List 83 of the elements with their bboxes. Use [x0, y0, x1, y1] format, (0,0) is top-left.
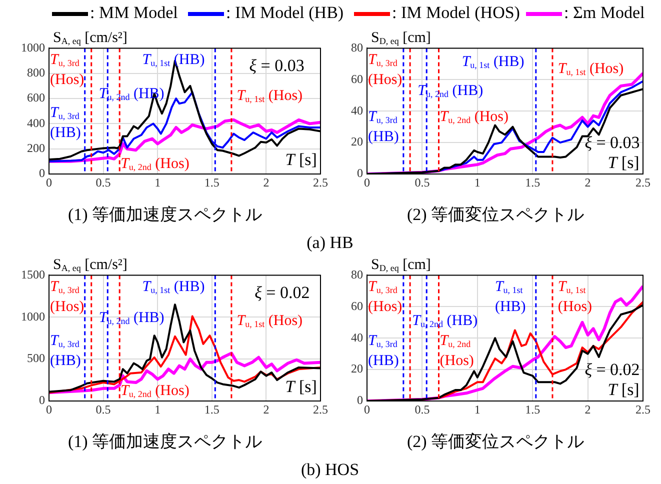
- x-axis-title: T [s]: [285, 150, 317, 170]
- legend-label: : MM Model: [90, 3, 178, 22]
- x-axis-title: T [s]: [285, 377, 317, 396]
- x-tick-label: 1: [154, 402, 161, 416]
- y-tick-label: 1500: [21, 267, 45, 282]
- x-tick-label: 1.5: [525, 175, 540, 190]
- y-tick-label: 500: [27, 351, 45, 366]
- ref-line-label: T$_{u, 3rd}$ (HB): [368, 333, 400, 370]
- y-tick-label: 60: [351, 72, 363, 86]
- ref-line-label: T$_{u, 3rd}$ (Hos): [368, 52, 402, 88]
- y-tick-label: 60: [351, 298, 363, 313]
- y-tick-label: 200: [27, 140, 45, 155]
- y-tick-label: 40: [351, 330, 363, 344]
- ref-line-label: T$_{u, 2nd}$ (Hos): [440, 333, 475, 370]
- text: (2) 等価変位スペクトル: [406, 431, 584, 453]
- x-tick-label: 1.5: [525, 402, 540, 416]
- ref-line-label: T$_{u, 3rd}$ (HB): [368, 108, 400, 146]
- legend-label: : IM Model (HOS): [392, 3, 520, 22]
- x-tick-label: 2: [263, 402, 270, 416]
- x-axis-title: T [s]: [608, 152, 640, 172]
- y-tick-label: 1000: [21, 40, 45, 54]
- y-tick-label: 80: [351, 40, 363, 54]
- text: (2) 等価変位スペクトル: [406, 204, 584, 226]
- ref-line-label: T$_{u, 3rd}$ (HB): [50, 104, 82, 142]
- x-tick-label: 2.5: [313, 402, 328, 416]
- text: (1) 等価加速度スペクトル: [68, 204, 262, 226]
- x-tick-label: 1.5: [204, 402, 220, 416]
- ref-line-label: T$_{u, 2nd}$ (Hos): [120, 156, 190, 174]
- y-tick-label: 600: [27, 90, 45, 105]
- ref-line-label: T$_{u, 1st}$ (Hos): [558, 60, 624, 79]
- y-tick-label: 20: [351, 134, 363, 149]
- y-tick-label: 800: [27, 66, 45, 80]
- ref-line-label: T$_{u, 1st}$ (HB): [142, 52, 205, 70]
- x-tick-label: 1: [474, 402, 480, 416]
- y-axis-title: S$_{D, eq}$ [cm]: [371, 257, 431, 276]
- annotation: ξ = 0.03: [249, 56, 304, 75]
- ref-line-label: T$_{u, 1st}$ (HB): [462, 54, 524, 72]
- y-tick-label: 80: [351, 267, 363, 282]
- ref-line-label: T$_{u, 1st}$ (HB): [142, 278, 205, 297]
- y-tick-label: 40: [351, 103, 363, 118]
- y-axis-title: S$_{D, eq}$ [cm]: [371, 30, 431, 48]
- ref-line-label: T$_{u, 3rd}$ (Hos): [368, 278, 402, 315]
- x-tick-label: 2.5: [636, 402, 650, 416]
- ref-line-label: T$_{u, 3rd}$ (Hos): [50, 52, 84, 88]
- ref-line-label: T$_{u, 2nd}$ (Hos): [440, 108, 509, 127]
- annotation: ξ = 0.02: [584, 360, 640, 379]
- y-tick-label: 0: [39, 393, 45, 408]
- ref-line-label: T$_{u, 2nd}$ (Hos): [120, 383, 190, 402]
- text: (b) HOS: [300, 460, 360, 480]
- ref-line-label: T$_{u, 1st}$ (HB): [494, 278, 527, 316]
- x-tick-label: 0.5: [414, 175, 430, 190]
- annotation: ξ = 0.02: [254, 283, 310, 302]
- x-tick-label: 2: [263, 175, 270, 190]
- y-tick-label: 400: [27, 116, 45, 130]
- y-axis-title: S$_{A, eq}$ [cm/s²]: [53, 257, 128, 276]
- x-tick-label: 2: [584, 175, 591, 190]
- x-tick-label: 2: [584, 402, 591, 416]
- y-tick-label: 0: [357, 393, 363, 408]
- ref-line-label: T$_{u, 1st}$ (Hos): [236, 312, 303, 331]
- x-tick-label: 2.5: [313, 175, 328, 190]
- y-tick-label: 0: [357, 166, 363, 180]
- ref-line-label: T$_{u, 3rd}$ (Hos): [50, 278, 84, 315]
- x-tick-label: 0.5: [414, 402, 430, 416]
- ref-line-label: T$_{u, 1st}$ (Hos): [558, 278, 594, 316]
- x-tick-label: 1.5: [204, 175, 220, 190]
- legend-label: : IM Model (HB): [226, 3, 344, 22]
- y-tick-label: 1000: [21, 309, 45, 324]
- y-tick-label: 20: [351, 362, 363, 376]
- x-tick-label: 2.5: [636, 175, 650, 190]
- text: (a) HB: [306, 233, 354, 253]
- x-tick-label: 1: [474, 175, 480, 190]
- x-tick-label: 1: [154, 175, 161, 190]
- ref-line-label: T$_{u, 2nd}$ (HB): [98, 86, 164, 104]
- ref-line-label: T$_{u, 3rd}$ (HB): [50, 333, 82, 370]
- annotation: ξ = 0.03: [584, 132, 640, 152]
- legend-label: : Σm Model: [564, 3, 645, 22]
- y-tick-label: 0: [39, 166, 45, 180]
- x-tick-label: 0.5: [96, 402, 111, 416]
- text: (1) 等価加速度スペクトル: [68, 431, 262, 453]
- x-tick-label: 0.5: [96, 175, 111, 190]
- ref-line-label: T$_{u, 1st}$ (Hos): [236, 88, 303, 106]
- y-axis-title: S$_{A, eq}$ [cm/s²]: [53, 30, 128, 48]
- x-axis-title: T [s]: [608, 380, 640, 399]
